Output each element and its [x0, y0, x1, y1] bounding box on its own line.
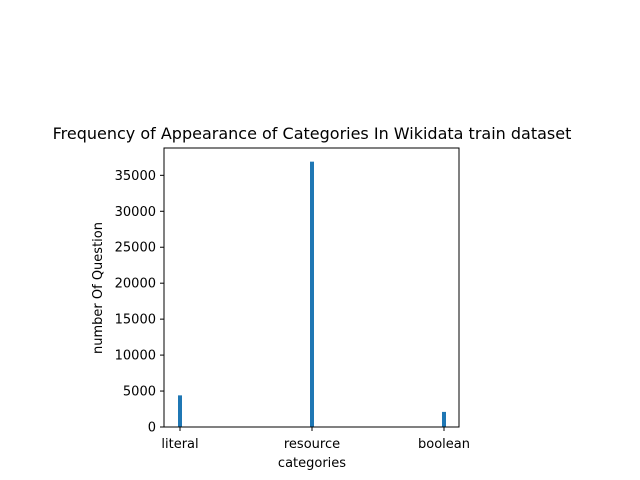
y-tick-label: 25000 — [115, 241, 156, 256]
y-tick-label: 35000 — [115, 169, 156, 184]
bar-literal — [178, 395, 182, 427]
chart-title: Frequency of Appearance of Categories In… — [53, 124, 572, 143]
bars-group — [178, 161, 446, 428]
x-tick-label-resource: resource — [284, 437, 340, 452]
y-axis-label: number Of Question — [91, 222, 106, 354]
y-axis: 0 5000 10000 15000 20000 25000 30000 35000 — [115, 169, 164, 436]
y-tick-label: 5000 — [123, 385, 156, 400]
y-tick-label: 20000 — [115, 277, 156, 292]
y-tick-label: 0 — [148, 421, 156, 436]
bar-resource — [310, 161, 314, 428]
y-tick-label: 15000 — [115, 313, 156, 328]
y-tick-label: 10000 — [115, 349, 156, 364]
x-axis: literal resource boolean — [161, 427, 470, 452]
x-axis-label: categories — [278, 456, 346, 471]
x-tick-label-literal: literal — [161, 437, 198, 452]
y-tick-label: 30000 — [115, 205, 156, 220]
bar-boolean — [442, 411, 446, 427]
x-tick-label-boolean: boolean — [418, 437, 470, 452]
